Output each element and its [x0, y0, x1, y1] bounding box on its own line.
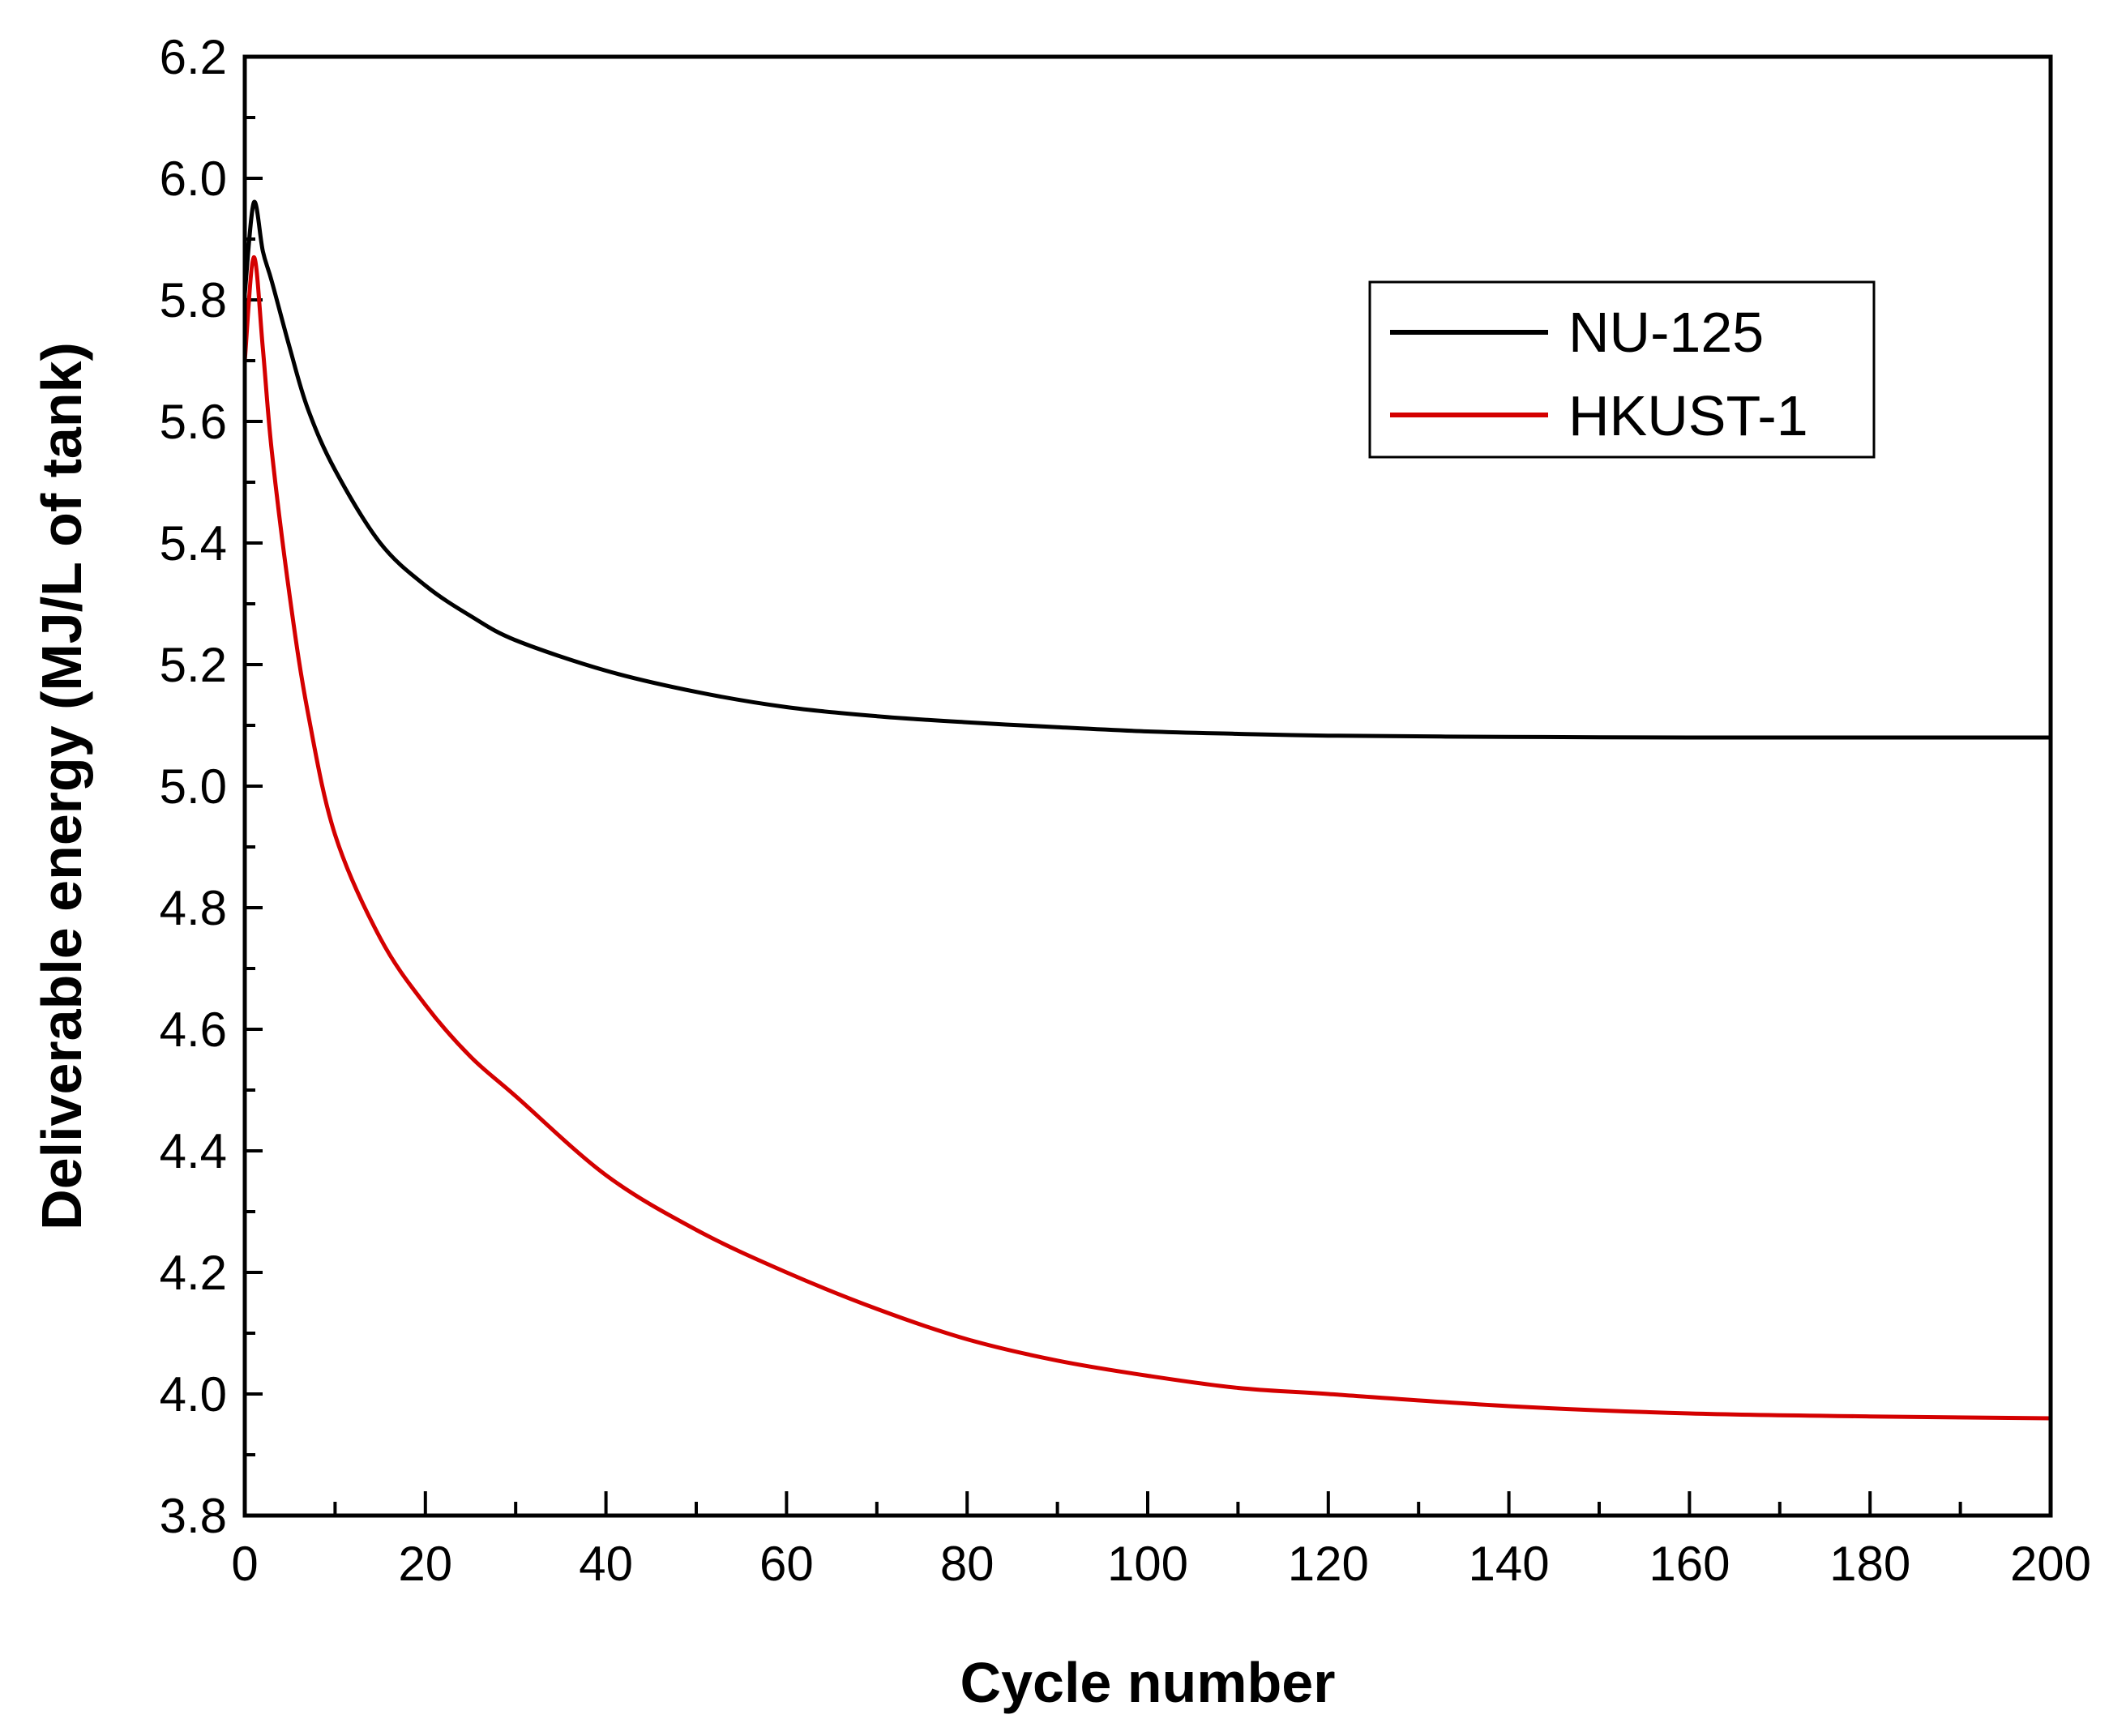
x-tick-label: 20	[398, 1537, 452, 1591]
y-tick-label: 5.0	[160, 759, 227, 814]
y-tick-label: 4.6	[160, 1003, 227, 1057]
x-axis-title: Cycle number	[960, 1651, 1336, 1714]
y-tick-label: 4.8	[160, 881, 227, 935]
y-tick-label: 6.0	[160, 152, 227, 206]
y-tick-label: 5.2	[160, 638, 227, 692]
x-tick-label: 180	[1829, 1537, 1910, 1591]
x-tick-label: 100	[1107, 1537, 1188, 1591]
y-tick-label: 5.6	[160, 395, 227, 449]
legend-label-nu-125: NU-125	[1568, 301, 1764, 364]
y-axis-title: Deliverable energy (MJ/L of tank)	[30, 342, 93, 1230]
plot-frame	[242, 54, 2053, 1518]
y-tick-label: 5.4	[160, 516, 227, 571]
x-tick-labels: 0 20 40 60 80 100 120 140 160 180 200	[231, 1537, 2091, 1591]
x-tick-label: 80	[940, 1537, 995, 1591]
y-tick-label: 3.8	[160, 1489, 227, 1543]
y-tick-label: 4.2	[160, 1246, 227, 1300]
series-line-hkust-1	[242, 254, 2053, 1421]
series-line-nu-125	[242, 199, 2053, 740]
axis-ticks	[243, 55, 2052, 1517]
y-tick-label: 5.8	[160, 273, 227, 327]
x-tick-label: 200	[2010, 1537, 2091, 1591]
legend-label-hkust-1: HKUST-1	[1568, 384, 1808, 447]
x-tick-label: 60	[759, 1537, 814, 1591]
x-tick-label: 120	[1288, 1537, 1369, 1591]
x-tick-label: 140	[1469, 1537, 1550, 1591]
series-lines	[242, 199, 2053, 1421]
legend: NU-125 HKUST-1	[1368, 280, 1876, 459]
x-tick-label: 0	[231, 1537, 258, 1591]
y-tick-label: 6.2	[160, 30, 227, 84]
y-tick-labels: 3.8 4.0 4.2 4.4 4.6 4.8 5.0 5.2 5.4 5.6 5.8 6.0 6.2	[160, 30, 227, 1543]
legend-box	[1368, 280, 1876, 459]
y-tick-label: 4.4	[160, 1124, 227, 1178]
x-tick-label: 160	[1649, 1537, 1730, 1591]
y-tick-label: 4.0	[160, 1367, 227, 1422]
x-tick-label: 40	[579, 1537, 633, 1591]
